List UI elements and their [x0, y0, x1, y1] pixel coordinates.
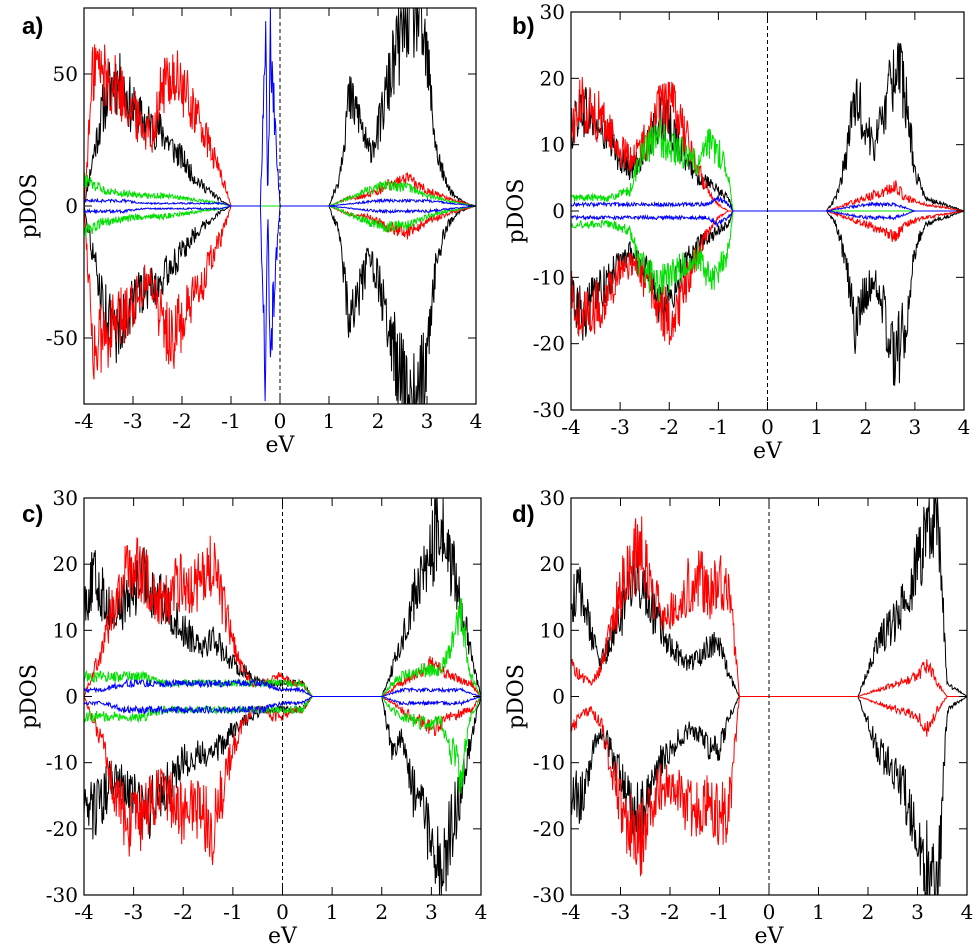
x-tick-label: 0 [763, 900, 776, 924]
x-tick-label: -2 [174, 900, 193, 924]
x-tick-label: -1 [221, 409, 240, 433]
x-tick-label: 2 [862, 900, 875, 924]
y-tick-label: 10 [540, 618, 565, 642]
x-tick-label: 0 [761, 415, 774, 439]
x-tick-label: 3 [421, 409, 434, 433]
y-tick-label: 50 [53, 62, 78, 86]
y-tick-label: -10 [533, 751, 565, 775]
y-tick-label: -30 [46, 883, 78, 907]
x-tick-label: -2 [172, 409, 191, 433]
y-tick-label: 30 [53, 486, 78, 510]
x-tick-label: 1 [326, 900, 339, 924]
x-tick-label: -4 [561, 415, 580, 439]
series-red-spin-up [84, 535, 481, 697]
x-tick-label: -2 [660, 900, 679, 924]
x-axis-title: eV [755, 924, 785, 944]
series-blue-spin-down [84, 205, 476, 402]
y-tick-label: -10 [46, 751, 78, 775]
panel-label: a) [22, 13, 43, 40]
y-tick-label: 20 [540, 66, 565, 90]
y-tick-label: -20 [46, 817, 78, 841]
y-tick-label: 10 [53, 618, 78, 642]
y-axis-title: pDOS [17, 664, 42, 729]
y-tick-label: 20 [540, 552, 565, 576]
x-tick-label: -3 [611, 900, 630, 924]
y-tick-label: -20 [533, 817, 565, 841]
y-axis-title: pDOS [504, 664, 529, 729]
x-tick-label: 4 [958, 415, 971, 439]
x-tick-label: -1 [710, 900, 729, 924]
series-blue-spin-up [84, 8, 476, 207]
x-tick-label: 2 [372, 409, 385, 433]
x-tick-label: -4 [74, 409, 93, 433]
x-tick-label: 3 [909, 415, 922, 439]
x-tick-label: 0 [274, 409, 287, 433]
y-tick-label: 30 [540, 0, 565, 24]
y-tick-label: 0 [65, 685, 78, 709]
x-axis-title: eV [266, 433, 296, 458]
x-tick-label: 3 [425, 900, 438, 924]
x-tick-label: -3 [610, 415, 629, 439]
panel-1: -4 -3 -2 -1 0 1 2 3 4 -50 0 50 eV pDOS a) [17, 7, 483, 458]
series-red-spin-up [84, 44, 476, 207]
y-tick-label: -30 [533, 398, 565, 422]
y-tick-label: 0 [65, 194, 78, 218]
x-tick-label: -3 [123, 409, 142, 433]
x-tick-label: -1 [223, 900, 242, 924]
x-axis-title: eV [753, 439, 783, 464]
y-axis-title: pDOS [17, 174, 42, 239]
panel-label: c) [22, 501, 43, 528]
x-tick-label: 0 [276, 900, 289, 924]
y-tick-label: 30 [540, 486, 565, 510]
y-tick-label: -20 [533, 332, 565, 356]
x-tick-label: -4 [74, 900, 93, 924]
x-tick-label: 1 [810, 415, 823, 439]
x-tick-label: 3 [911, 900, 924, 924]
y-tick-label: 10 [540, 133, 565, 157]
panel-label: b) [512, 13, 535, 40]
x-tick-label: 4 [470, 409, 483, 433]
x-axis-title: eV [268, 924, 298, 944]
y-tick-label: 0 [552, 685, 565, 709]
panel-label: d) [512, 501, 535, 528]
x-tick-label: 1 [323, 409, 336, 433]
y-tick-label: -30 [533, 883, 565, 907]
y-tick-label: 0 [552, 199, 565, 223]
y-axis-title: pDOS [504, 179, 529, 244]
x-tick-label: 2 [375, 900, 388, 924]
x-tick-label: -4 [561, 900, 580, 924]
x-tick-label: 1 [812, 900, 825, 924]
y-tick-label: -50 [46, 326, 78, 350]
y-tick-label: 20 [53, 552, 78, 576]
x-tick-label: -3 [124, 900, 143, 924]
x-tick-label: 4 [961, 900, 974, 924]
x-tick-label: 2 [859, 415, 872, 439]
y-tick-label: -10 [533, 265, 565, 289]
x-tick-label: -2 [660, 415, 679, 439]
x-tick-label: -1 [709, 415, 728, 439]
x-tick-label: 4 [475, 900, 488, 924]
